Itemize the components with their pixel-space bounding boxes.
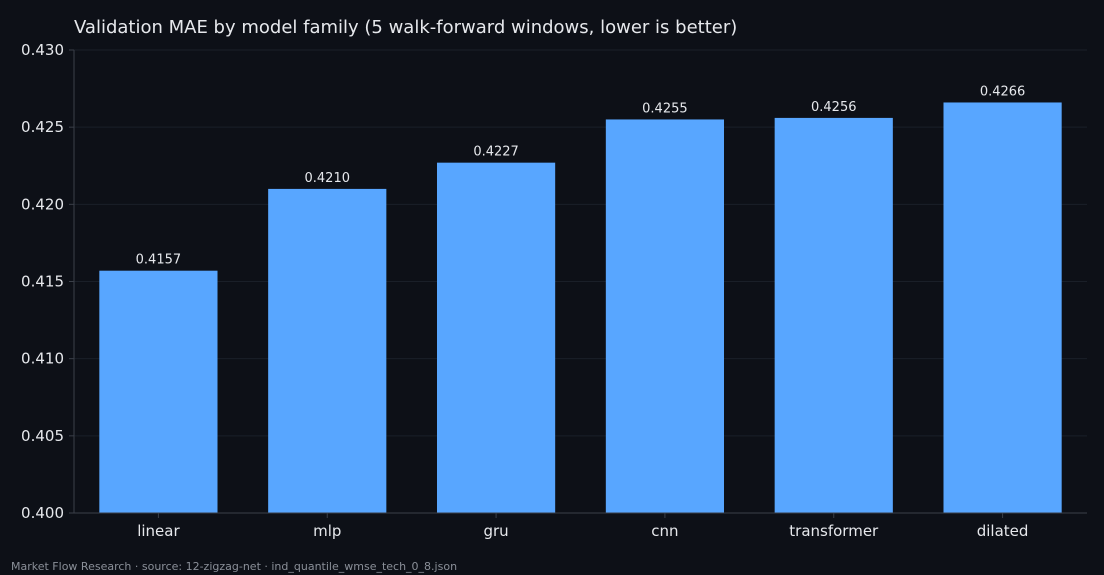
x-tick-label: linear [137,522,180,540]
y-tick-label: 0.430 [21,41,64,59]
y-tick-label: 0.405 [21,427,64,445]
bar-value-label: 0.4227 [473,145,519,160]
grid-lines [74,49,1087,514]
y-tick-label: 0.400 [21,504,64,522]
bar-cnn [605,119,725,513]
y-tick-label: 0.425 [21,118,64,136]
y-tick-label: 0.415 [21,273,64,291]
x-tick-label: dilated [977,522,1029,540]
bar-gru [436,162,556,513]
y-tick-label: 0.420 [21,195,64,213]
bar-value-label: 0.4256 [811,100,857,115]
footer-source-note: Market Flow Research · source: 12-zigzag… [11,560,457,573]
bar-mlp [268,188,387,513]
labels: 0.400 0.405 0.410 0.415 0.420 0.425 0.430 linea… [21,41,1028,540]
axes [69,49,1087,518]
bar-transformer [774,117,893,513]
bar-linear [99,270,218,513]
bar-dilated [943,102,1062,514]
bar-value-label: 0.4266 [980,84,1026,99]
bar-value-label: 0.4157 [136,253,182,268]
bars [99,102,1062,514]
x-tick-label: gru [483,522,508,540]
chart-title: Validation MAE by model family (5 walk-f… [74,17,737,38]
bar-value-label: 0.4255 [642,101,688,116]
x-tick-label: transformer [789,522,879,540]
bar-value-label: 0.4210 [305,171,351,186]
y-tick-label: 0.410 [21,350,64,368]
x-tick-label: mlp [313,522,341,540]
x-tick-label: cnn [651,522,678,540]
